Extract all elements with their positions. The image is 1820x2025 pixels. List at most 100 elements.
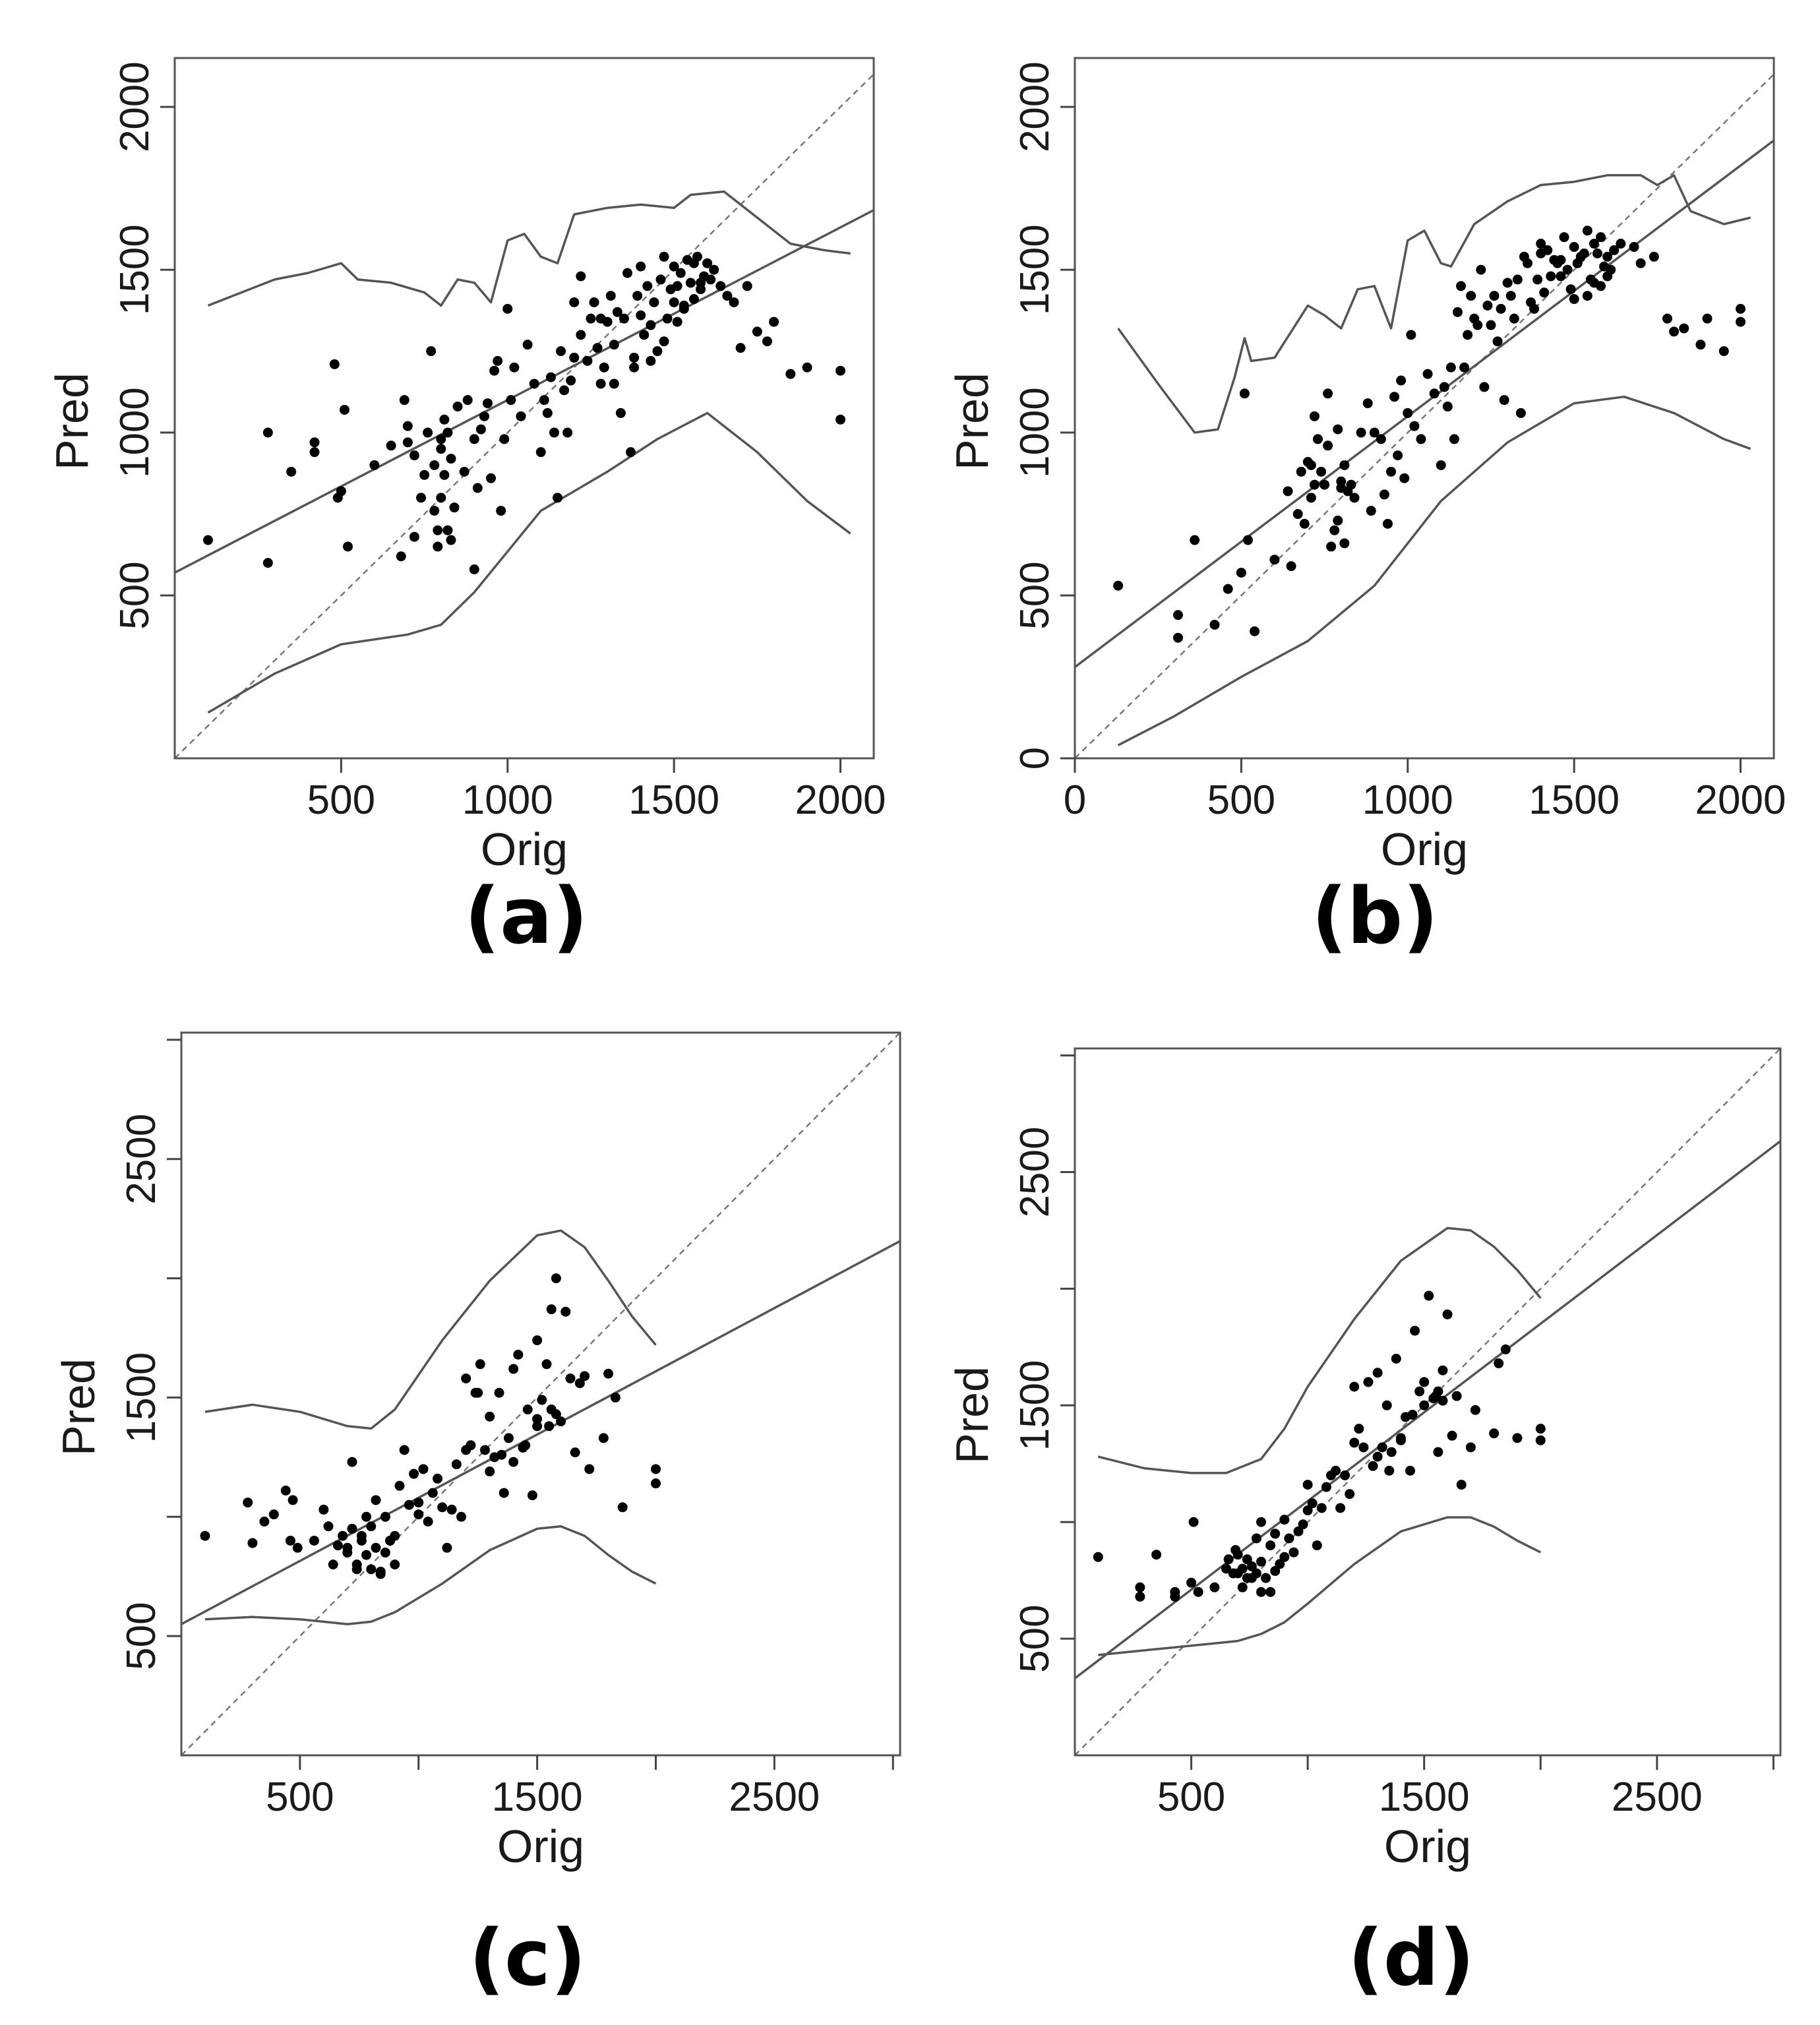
- panel-b-data-point: [1736, 317, 1746, 327]
- panel-c-data-point: [394, 1480, 405, 1491]
- panel-a-data-point: [679, 300, 689, 311]
- panel-b-data-point: [1379, 489, 1389, 500]
- panel-a-data-point: [762, 336, 772, 347]
- panel-b-data-point: [1346, 479, 1356, 490]
- panel-d-data-point: [1372, 1451, 1383, 1462]
- panel-b-data-point: [1306, 460, 1316, 470]
- panel-b-data-point: [1529, 303, 1540, 314]
- panel-b-data-point: [1320, 479, 1330, 490]
- panel-b-data-point: [1492, 336, 1503, 347]
- panel-b-data-point: [1369, 427, 1380, 438]
- panel-d-panel-label: (d): [1348, 1912, 1474, 2003]
- panel-a-x-tick-label: 1500: [628, 777, 719, 823]
- panel-d-data-point: [1307, 1498, 1318, 1509]
- panel-b-data-point: [1326, 541, 1337, 552]
- panel-b-data-point: [1579, 248, 1589, 258]
- panel-a-data-point: [622, 268, 632, 278]
- panel-c-y-axis-label: Pred: [53, 1358, 104, 1456]
- panel-c-data-point: [268, 1509, 279, 1520]
- panel-b-data-point: [1389, 392, 1400, 402]
- panel-c-data-point: [532, 1335, 543, 1346]
- panel-a-data-point: [482, 398, 493, 409]
- panel-a-data-point: [688, 294, 699, 305]
- panel-a-data-point: [589, 297, 599, 307]
- panel-d-data-point: [1261, 1573, 1271, 1583]
- panel-c-data-point: [494, 1387, 504, 1398]
- panel-a-data-point: [493, 355, 503, 366]
- panel-b-data-point: [1505, 291, 1516, 301]
- panel-a-data-point: [602, 317, 613, 327]
- panel-c-data-point: [473, 1387, 483, 1398]
- panel-b-data-point: [1329, 525, 1340, 535]
- panel-c-data-point: [437, 1502, 448, 1513]
- panel-d-data-point: [1405, 1465, 1416, 1476]
- panel-c-data-point: [247, 1538, 258, 1548]
- panel-d-data-point: [1312, 1540, 1322, 1551]
- panel-a-y-tick-label: 2000: [112, 61, 158, 152]
- panel-d-data-point: [1500, 1344, 1511, 1354]
- panel-c-data-point: [380, 1511, 390, 1522]
- panel-a-plot-frame: [173, 57, 875, 760]
- panel-c-data-point: [413, 1497, 424, 1508]
- panel-c-data-point: [361, 1511, 372, 1522]
- panel-c-data-point: [527, 1490, 537, 1501]
- panel-b-plot-frame: [1074, 57, 1775, 760]
- panel-b-data-point: [1312, 434, 1323, 444]
- panel-b-data-point: [1333, 424, 1343, 435]
- panel-b-panel-label: (b): [1312, 870, 1438, 961]
- panel-b-data-point: [1602, 271, 1613, 282]
- panel-b-data-point: [1466, 291, 1476, 301]
- panel-b-data-point: [1589, 239, 1599, 249]
- panel-a-data-point: [309, 447, 320, 458]
- panel-c-data-point: [423, 1517, 433, 1527]
- panel-d-data-point: [1410, 1325, 1420, 1336]
- panel-c-data-point: [598, 1433, 609, 1443]
- panel-b-data-point: [1602, 251, 1613, 262]
- panel-a-x-axis-label: Orig: [481, 824, 568, 875]
- panel-b-data-point: [1718, 346, 1729, 357]
- panel-b-data-point: [1283, 486, 1293, 497]
- panel-a-data-point: [442, 427, 453, 438]
- panel-b-data-point: [1172, 632, 1183, 643]
- panel-a-data-point: [429, 460, 440, 470]
- panel-c-data-point: [532, 1414, 543, 1424]
- panel-c-data-point: [399, 1445, 410, 1455]
- panel-a-data-point: [735, 343, 746, 353]
- panel-c-x-tick-label: 2500: [729, 1774, 820, 1820]
- panel-c-data-point: [537, 1395, 547, 1405]
- panel-b-data-point: [1569, 294, 1579, 305]
- panel-b-data-point: [1386, 466, 1397, 477]
- panel-c-panel-label: (c): [469, 1912, 586, 2003]
- panel-c-data-point: [461, 1373, 471, 1383]
- panel-b-data-point: [1459, 362, 1470, 373]
- panel-c-x-axis-label: Orig: [497, 1821, 584, 1872]
- panel-d-data-point: [1395, 1435, 1406, 1445]
- panel-c-data-point: [522, 1405, 533, 1415]
- panel-a-data-point: [619, 313, 629, 324]
- panel-a-data-point: [569, 352, 580, 363]
- panel-c-data-point: [551, 1273, 561, 1284]
- panel-a-data-point: [629, 362, 640, 373]
- panel-b-data-point: [1336, 476, 1347, 487]
- panel-d-y-tick-label: 2500: [1012, 1127, 1058, 1218]
- panel-b-data-point: [1522, 258, 1532, 268]
- panel-a-data-point: [502, 303, 513, 314]
- panel-a-data-point: [545, 372, 556, 382]
- panel-d-data-point: [1228, 1568, 1238, 1579]
- panel-c-data-point: [580, 1371, 590, 1381]
- panel-a-x-tick-label: 1000: [462, 777, 553, 823]
- panel-a-data-point: [475, 424, 486, 435]
- chart-panel-b: 0 500 1000 1500 2000 0 500 1000 1500 2000 Orig Pred…: [946, 57, 1786, 961]
- panel-b-data-point: [1396, 375, 1407, 386]
- panel-b-identity-line: [1075, 73, 1774, 758]
- panel-d-data-point: [1302, 1505, 1313, 1516]
- panel-d-data-point: [1293, 1526, 1304, 1536]
- panel-b-lower-band: [1117, 395, 1751, 746]
- panel-d-data-point: [1535, 1424, 1546, 1434]
- panel-a-data-point: [626, 447, 636, 458]
- panel-c-data-point: [338, 1530, 348, 1541]
- panel-d-data-point: [1316, 1503, 1327, 1513]
- panel-b-y-tick-label: 500: [1012, 561, 1058, 629]
- panel-a-data-point: [446, 454, 456, 464]
- panel-d-data-point: [1270, 1528, 1281, 1539]
